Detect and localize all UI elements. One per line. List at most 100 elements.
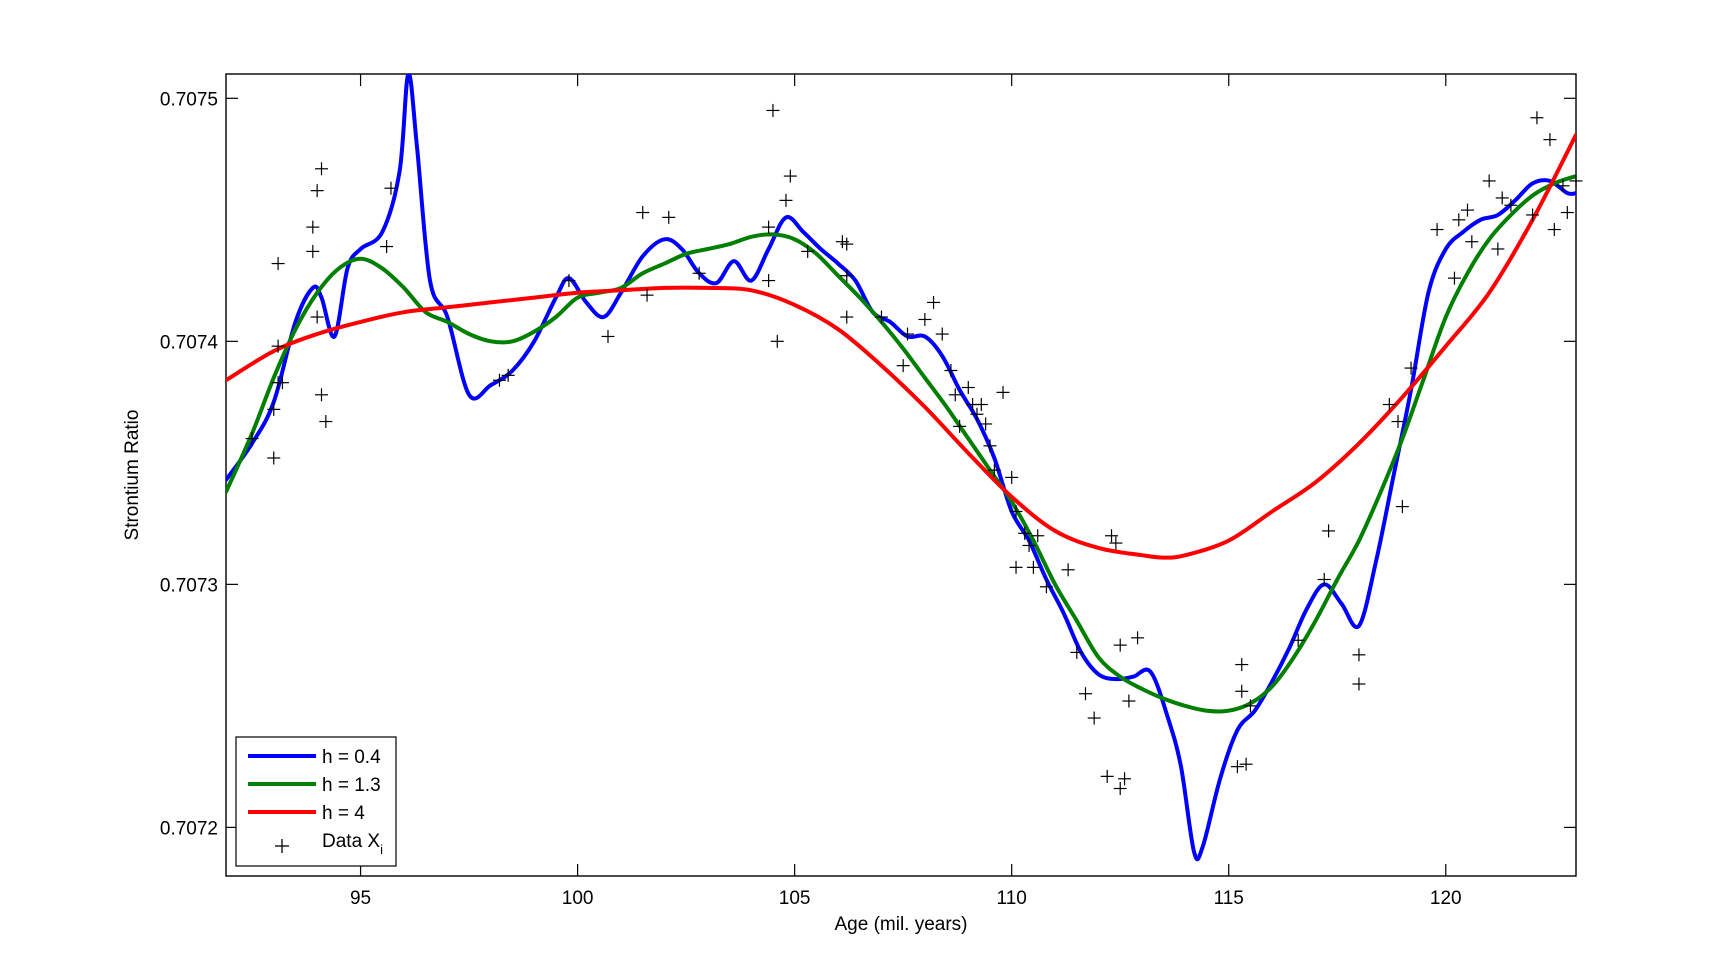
data-point-42 bbox=[948, 388, 962, 402]
data-point-39 bbox=[927, 295, 941, 309]
legend-label-data-main: Data X bbox=[322, 831, 380, 852]
axis-ticks: 95 100 105 110 115 120 0.7072 0.7073 0.7074 0.707… bbox=[160, 74, 1576, 909]
data-point-41 bbox=[944, 363, 958, 377]
data-point-60 bbox=[1061, 563, 1075, 577]
data-point-82 bbox=[1382, 398, 1396, 412]
data-point-79 bbox=[1322, 524, 1336, 538]
data-point-33 bbox=[840, 269, 854, 283]
data-point-96 bbox=[1530, 111, 1544, 125]
legend-label-h4: h = 4 bbox=[322, 803, 365, 824]
x-tick-label-100: 100 bbox=[562, 888, 594, 909]
data-point-57 bbox=[1026, 560, 1040, 574]
data-point-74 bbox=[1235, 658, 1249, 672]
data-point-38 bbox=[918, 312, 932, 326]
x-tick-label-105: 105 bbox=[779, 888, 811, 909]
data-point-55 bbox=[1018, 526, 1032, 540]
data-point-68 bbox=[1113, 638, 1127, 652]
data-point-46 bbox=[970, 407, 984, 421]
data-point-16 bbox=[492, 373, 506, 387]
series-line-h13 bbox=[226, 174, 1576, 714]
data-point-95 bbox=[1526, 208, 1540, 222]
data-point-58 bbox=[1031, 529, 1045, 543]
data-point-40 bbox=[935, 327, 949, 341]
data-point-100 bbox=[1560, 206, 1574, 220]
y-tick-label-1: 0.7073 bbox=[160, 575, 218, 596]
data-point-5 bbox=[271, 257, 285, 271]
data-points bbox=[245, 103, 1583, 796]
data-point-24 bbox=[762, 274, 776, 288]
x-tick-label-115: 115 bbox=[1214, 888, 1244, 909]
data-point-14 bbox=[380, 240, 394, 254]
data-point-25 bbox=[762, 220, 776, 234]
series-line-h4 bbox=[226, 132, 1576, 560]
y-axis-label: Strontium Ratio bbox=[122, 410, 143, 541]
data-point-77 bbox=[1291, 633, 1305, 647]
data-point-49 bbox=[983, 439, 997, 453]
y-tick-label-0: 0.7072 bbox=[160, 818, 218, 839]
data-point-89 bbox=[1460, 203, 1474, 217]
data-point-17 bbox=[501, 368, 515, 382]
data-point-64 bbox=[1100, 769, 1114, 783]
data-point-78 bbox=[1317, 573, 1331, 587]
data-point-26 bbox=[766, 103, 780, 117]
data-point-101 bbox=[1569, 174, 1583, 188]
data-point-21 bbox=[640, 288, 654, 302]
data-point-88 bbox=[1452, 213, 1466, 227]
data-point-90 bbox=[1465, 235, 1479, 249]
data-point-98 bbox=[1547, 223, 1561, 237]
legend-label-data: Data Xi bbox=[322, 831, 383, 857]
series-line-h04 bbox=[226, 74, 1576, 862]
data-point-8 bbox=[306, 220, 320, 234]
data-point-6 bbox=[275, 376, 289, 390]
data-point-52 bbox=[1005, 470, 1019, 484]
data-point-92 bbox=[1491, 242, 1505, 256]
data-point-75 bbox=[1239, 757, 1253, 771]
data-point-66 bbox=[1109, 536, 1123, 550]
legend-box bbox=[235, 736, 397, 867]
data-point-32 bbox=[840, 237, 854, 251]
legend-swatch-data bbox=[275, 839, 289, 853]
x-tick-label-95: 95 bbox=[350, 888, 371, 909]
x-tick-label-120: 120 bbox=[1430, 888, 1462, 909]
data-point-80 bbox=[1352, 648, 1366, 662]
legend: h = 0.4 h = 1.3 h = 4 Data Xi bbox=[235, 736, 397, 867]
data-point-34 bbox=[840, 310, 854, 324]
data-point-65 bbox=[1105, 529, 1119, 543]
data-point-73 bbox=[1235, 684, 1249, 698]
data-point-59 bbox=[1039, 580, 1053, 594]
data-point-9 bbox=[310, 184, 324, 198]
x-axis-label: Age (mil. years) bbox=[834, 914, 967, 935]
data-point-94 bbox=[1504, 198, 1518, 212]
data-point-2 bbox=[267, 402, 281, 416]
data-point-87 bbox=[1447, 271, 1461, 285]
data-point-30 bbox=[801, 244, 815, 258]
data-point-37 bbox=[901, 327, 915, 341]
data-point-13 bbox=[319, 415, 333, 429]
data-point-29 bbox=[783, 169, 797, 183]
data-point-19 bbox=[601, 329, 615, 343]
plot-area bbox=[225, 73, 1577, 877]
data-point-12 bbox=[314, 388, 328, 402]
data-point-11 bbox=[314, 162, 328, 176]
data-point-91 bbox=[1482, 174, 1496, 188]
data-point-43 bbox=[953, 419, 967, 433]
data-point-28 bbox=[779, 193, 793, 207]
legend-label-h04: h = 0.4 bbox=[322, 747, 381, 768]
data-point-83 bbox=[1391, 415, 1405, 429]
data-point-10 bbox=[310, 310, 324, 324]
data-point-67 bbox=[1113, 782, 1127, 796]
data-point-62 bbox=[1078, 687, 1092, 701]
data-point-47 bbox=[974, 398, 988, 412]
data-point-35 bbox=[874, 310, 888, 324]
data-point-71 bbox=[1131, 631, 1145, 645]
data-point-1 bbox=[267, 451, 281, 465]
data-point-4 bbox=[271, 339, 285, 353]
data-point-81 bbox=[1352, 677, 1366, 691]
data-point-72 bbox=[1230, 760, 1244, 774]
data-point-18 bbox=[562, 274, 576, 288]
data-point-50 bbox=[987, 463, 1001, 477]
data-point-27 bbox=[770, 334, 784, 348]
data-point-70 bbox=[1122, 694, 1136, 708]
data-point-99 bbox=[1556, 179, 1570, 193]
data-point-20 bbox=[636, 206, 650, 220]
